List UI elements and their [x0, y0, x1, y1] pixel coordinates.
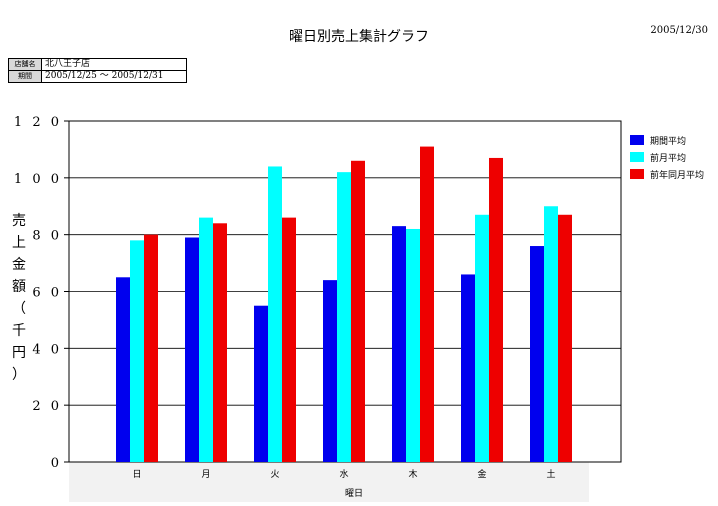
bar-前年同月平均	[489, 157, 503, 463]
y-axis-label-char: 円	[12, 345, 26, 361]
report-info-table: 店舗名 北八王子店 期間 2005/12/25 〜 2005/12/31	[8, 58, 187, 83]
legend-label: 期間平均	[650, 135, 686, 147]
y-axis-label-char: 千	[12, 323, 26, 339]
bar-前月平均	[199, 217, 213, 462]
bar-期間平均	[254, 305, 268, 462]
y-tick-label: 1 2 0	[14, 115, 62, 130]
y-axis-label: 売上金額 （ 千円 ）	[10, 210, 28, 386]
bar-期間平均	[461, 274, 475, 462]
x-tick-label: 日	[132, 469, 141, 480]
y-tick-label: 1 0 0	[14, 172, 62, 187]
x-axis-label: 曜日	[345, 488, 363, 499]
y-axis-label-char: 金	[12, 257, 26, 273]
x-tick-label: 水	[339, 468, 348, 480]
legend-label: 前年同月平均	[650, 169, 704, 181]
bar-前月平均	[268, 166, 282, 462]
x-tick-label: 木	[408, 468, 417, 480]
bar-前月平均	[337, 172, 351, 462]
y-axis-label-char: 売	[12, 213, 26, 229]
bar-期間平均	[323, 280, 337, 462]
period-value: 2005/12/25 〜 2005/12/31	[41, 70, 187, 83]
report-date: 2005/12/30	[650, 25, 708, 36]
legend-swatch	[630, 135, 644, 145]
x-tick-label: 土	[546, 468, 555, 480]
store-row: 店舗名 北八王子店	[8, 58, 187, 71]
y-tick-label: 2 0	[32, 399, 62, 414]
bar-前年同月平均	[282, 217, 296, 462]
x-tick-label: 月	[201, 469, 210, 480]
y-tick-label: 6 0	[32, 286, 62, 301]
bar-期間平均	[392, 226, 406, 462]
bar-前月平均	[406, 228, 420, 462]
bar-前月平均	[475, 214, 489, 462]
y-axis-label-char: 額	[12, 279, 26, 295]
bar-前年同月平均	[351, 160, 365, 463]
bar-前年同月平均	[213, 223, 227, 462]
legend-swatch	[630, 169, 644, 179]
legend-label: 前月平均	[650, 152, 686, 164]
legend-swatch	[630, 152, 644, 162]
y-axis-label-char: （	[12, 301, 26, 317]
bar-前年同月平均	[144, 234, 158, 462]
bar-前月平均	[130, 240, 144, 462]
x-axis-band	[69, 462, 589, 502]
period-row: 期間 2005/12/25 〜 2005/12/31	[8, 70, 187, 83]
chart-title: 曜日別売上集計グラフ	[289, 29, 429, 45]
y-tick-label: 0	[51, 456, 62, 471]
y-axis-label-char: ）	[12, 367, 26, 383]
x-tick-label: 金	[477, 468, 486, 480]
x-tick-label: 火	[270, 469, 279, 480]
bar-期間平均	[185, 237, 199, 462]
y-axis-label-char: 上	[12, 235, 26, 251]
bar-期間平均	[116, 277, 130, 462]
bar-期間平均	[530, 246, 544, 462]
bar-前月平均	[544, 206, 558, 462]
bar-前年同月平均	[558, 214, 572, 462]
y-tick-label: 4 0	[32, 342, 62, 357]
bar-前年同月平均	[420, 146, 434, 462]
y-tick-label: 8 0	[32, 229, 62, 244]
